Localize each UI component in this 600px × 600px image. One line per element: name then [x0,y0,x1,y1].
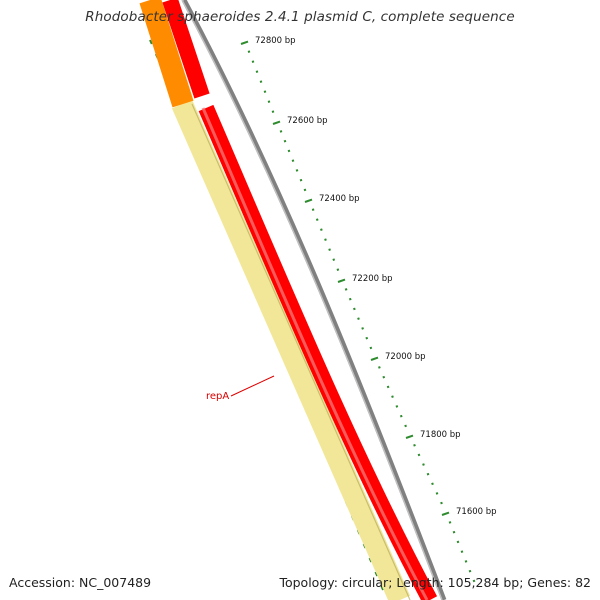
gc-tick [149,39,153,45]
scale-tick [315,218,319,221]
gene-boundary-arrow [196,97,214,105]
scale-tick [295,169,299,172]
scale-tick [435,492,439,495]
scale-tick [272,120,281,125]
scale-tick [357,317,360,320]
scale-tick [468,569,472,573]
map-title: Rhodobacter sphaeroides 2.4.1 plasmid C,… [85,9,515,25]
scale-tick [283,139,287,143]
gene-label-leader-line [230,375,275,397]
reverse-strand-gene-outline [191,103,411,600]
scale-tick [391,395,394,398]
scale-tick [251,60,255,63]
scale-tick [365,336,369,340]
scale-tick [460,550,464,553]
scale-tick [247,50,251,53]
scale-label: 72200 bp [352,274,393,284]
reverse-strand-upstream-gene[interactable] [139,0,194,108]
scale-tick [386,385,390,389]
scale-tick [361,327,364,330]
scale-tick [337,278,346,283]
scale-tick [431,482,434,486]
coordinate-scale-labels: 72800 bp 72600 bp 72400 bp 72200 bp 72000 bp… [255,36,497,517]
scale-label: 71800 bp [420,430,461,440]
scale-tick [279,130,283,133]
scale-label: 72400 bp [319,194,360,204]
scale-tick [291,159,295,162]
scale-tick [287,149,291,153]
scale-tick [332,258,336,261]
scale-tick [448,521,452,524]
scale-tick [348,297,352,301]
scale-label: 72000 bp [385,352,426,362]
scale-label: 71600 bp [456,507,497,517]
scale-tick [382,375,386,379]
coordinate-scale [240,40,476,583]
scale-tick [353,307,356,311]
forward-strand-gene-band[interactable] [198,104,438,600]
scale-tick [271,110,275,113]
scale-tick [472,579,476,583]
scale-tick [320,228,323,231]
scale-tick [303,188,307,192]
scale-tick [311,208,315,211]
accession-label: Accession: NC_007489 [9,575,152,590]
scale-tick [344,288,348,291]
sequence-backbone [181,0,447,600]
scale-tick [426,472,430,476]
topology-summary: Topology: circular; Length: 105,284 bp; … [279,575,591,590]
scale-tick [405,434,414,439]
scale-tick [441,511,450,516]
forward-strand-gene-upstream[interactable] [162,0,210,99]
scale-tick [259,80,263,83]
scale-label: 72600 bp [287,116,328,126]
scale-tick [417,453,421,457]
scale-tick [440,501,443,505]
forward-strand-gene-highlight [201,107,429,600]
scale-tick [422,463,425,466]
scale-tick [395,405,399,408]
scale-tick [413,443,416,447]
scale-tick [404,424,407,428]
sequence-backbone-highlight [181,0,443,600]
scale-tick [255,70,259,73]
scale-tick [336,268,340,271]
scale-tick [324,238,327,241]
scale-tick [299,178,303,182]
reverse-strand-gene-band[interactable] [171,99,411,600]
scale-tick [263,90,267,93]
scale-tick [378,366,381,369]
scale-tick [240,40,249,45]
gc-tick [374,571,379,577]
scale-tick [369,346,373,350]
scale-tick [328,248,331,251]
scale-tick [464,560,468,563]
scale-tick [267,100,271,103]
gene-label-repA[interactable]: repA [206,391,229,402]
scale-tick [452,530,456,534]
scale-tick [304,198,313,203]
scale-tick [399,414,403,418]
scale-label: 72800 bp [255,36,296,46]
scale-tick [370,356,379,361]
scale-tick [456,540,460,544]
gc-tick [380,585,385,591]
